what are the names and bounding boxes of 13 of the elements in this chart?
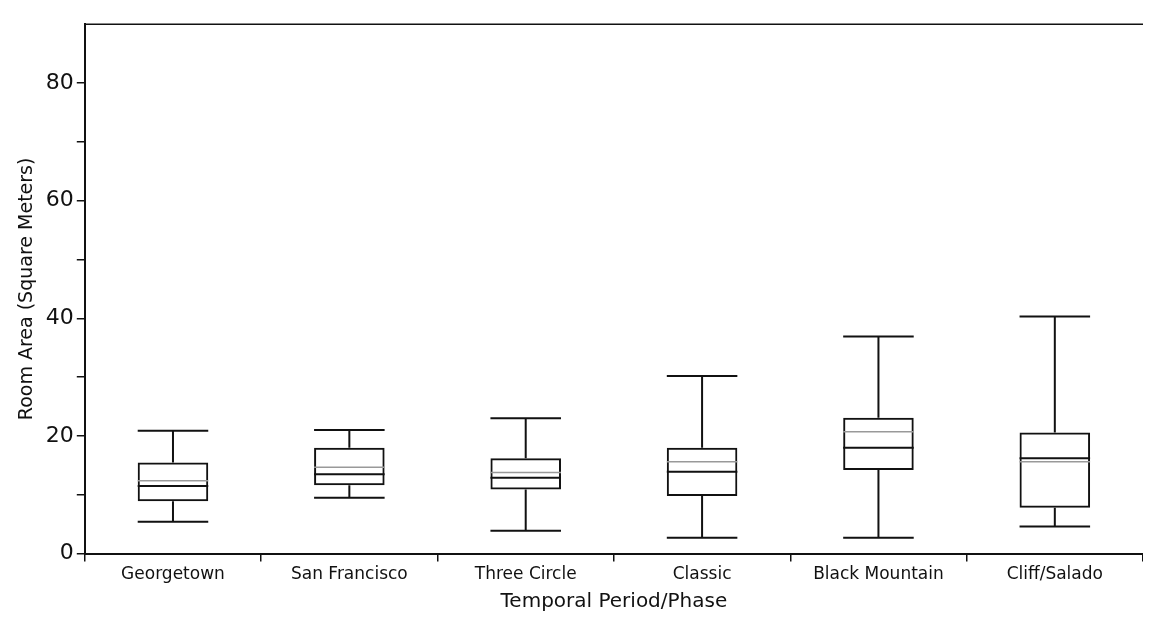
- y-tick-label: 0: [59, 539, 74, 565]
- y-tick-label: 20: [45, 421, 74, 447]
- x-axis-title: Temporal Period/Phase: [499, 588, 728, 613]
- x-tick-label: Classic: [672, 563, 732, 584]
- x-tick-label: Georgetown: [121, 563, 225, 584]
- x-tick-label: Cliff/Salado: [1006, 563, 1103, 584]
- y-tick-label: 80: [45, 68, 74, 94]
- y-axis-title: Room Area (Square Meters): [14, 157, 37, 421]
- x-tick-label: Black Mountain: [813, 563, 944, 584]
- y-tick-label: 60: [45, 186, 74, 212]
- x-tick-label: Three Circle: [473, 563, 577, 584]
- y-tick-label: 40: [45, 304, 74, 330]
- x-tick-label: San Francisco: [290, 563, 408, 584]
